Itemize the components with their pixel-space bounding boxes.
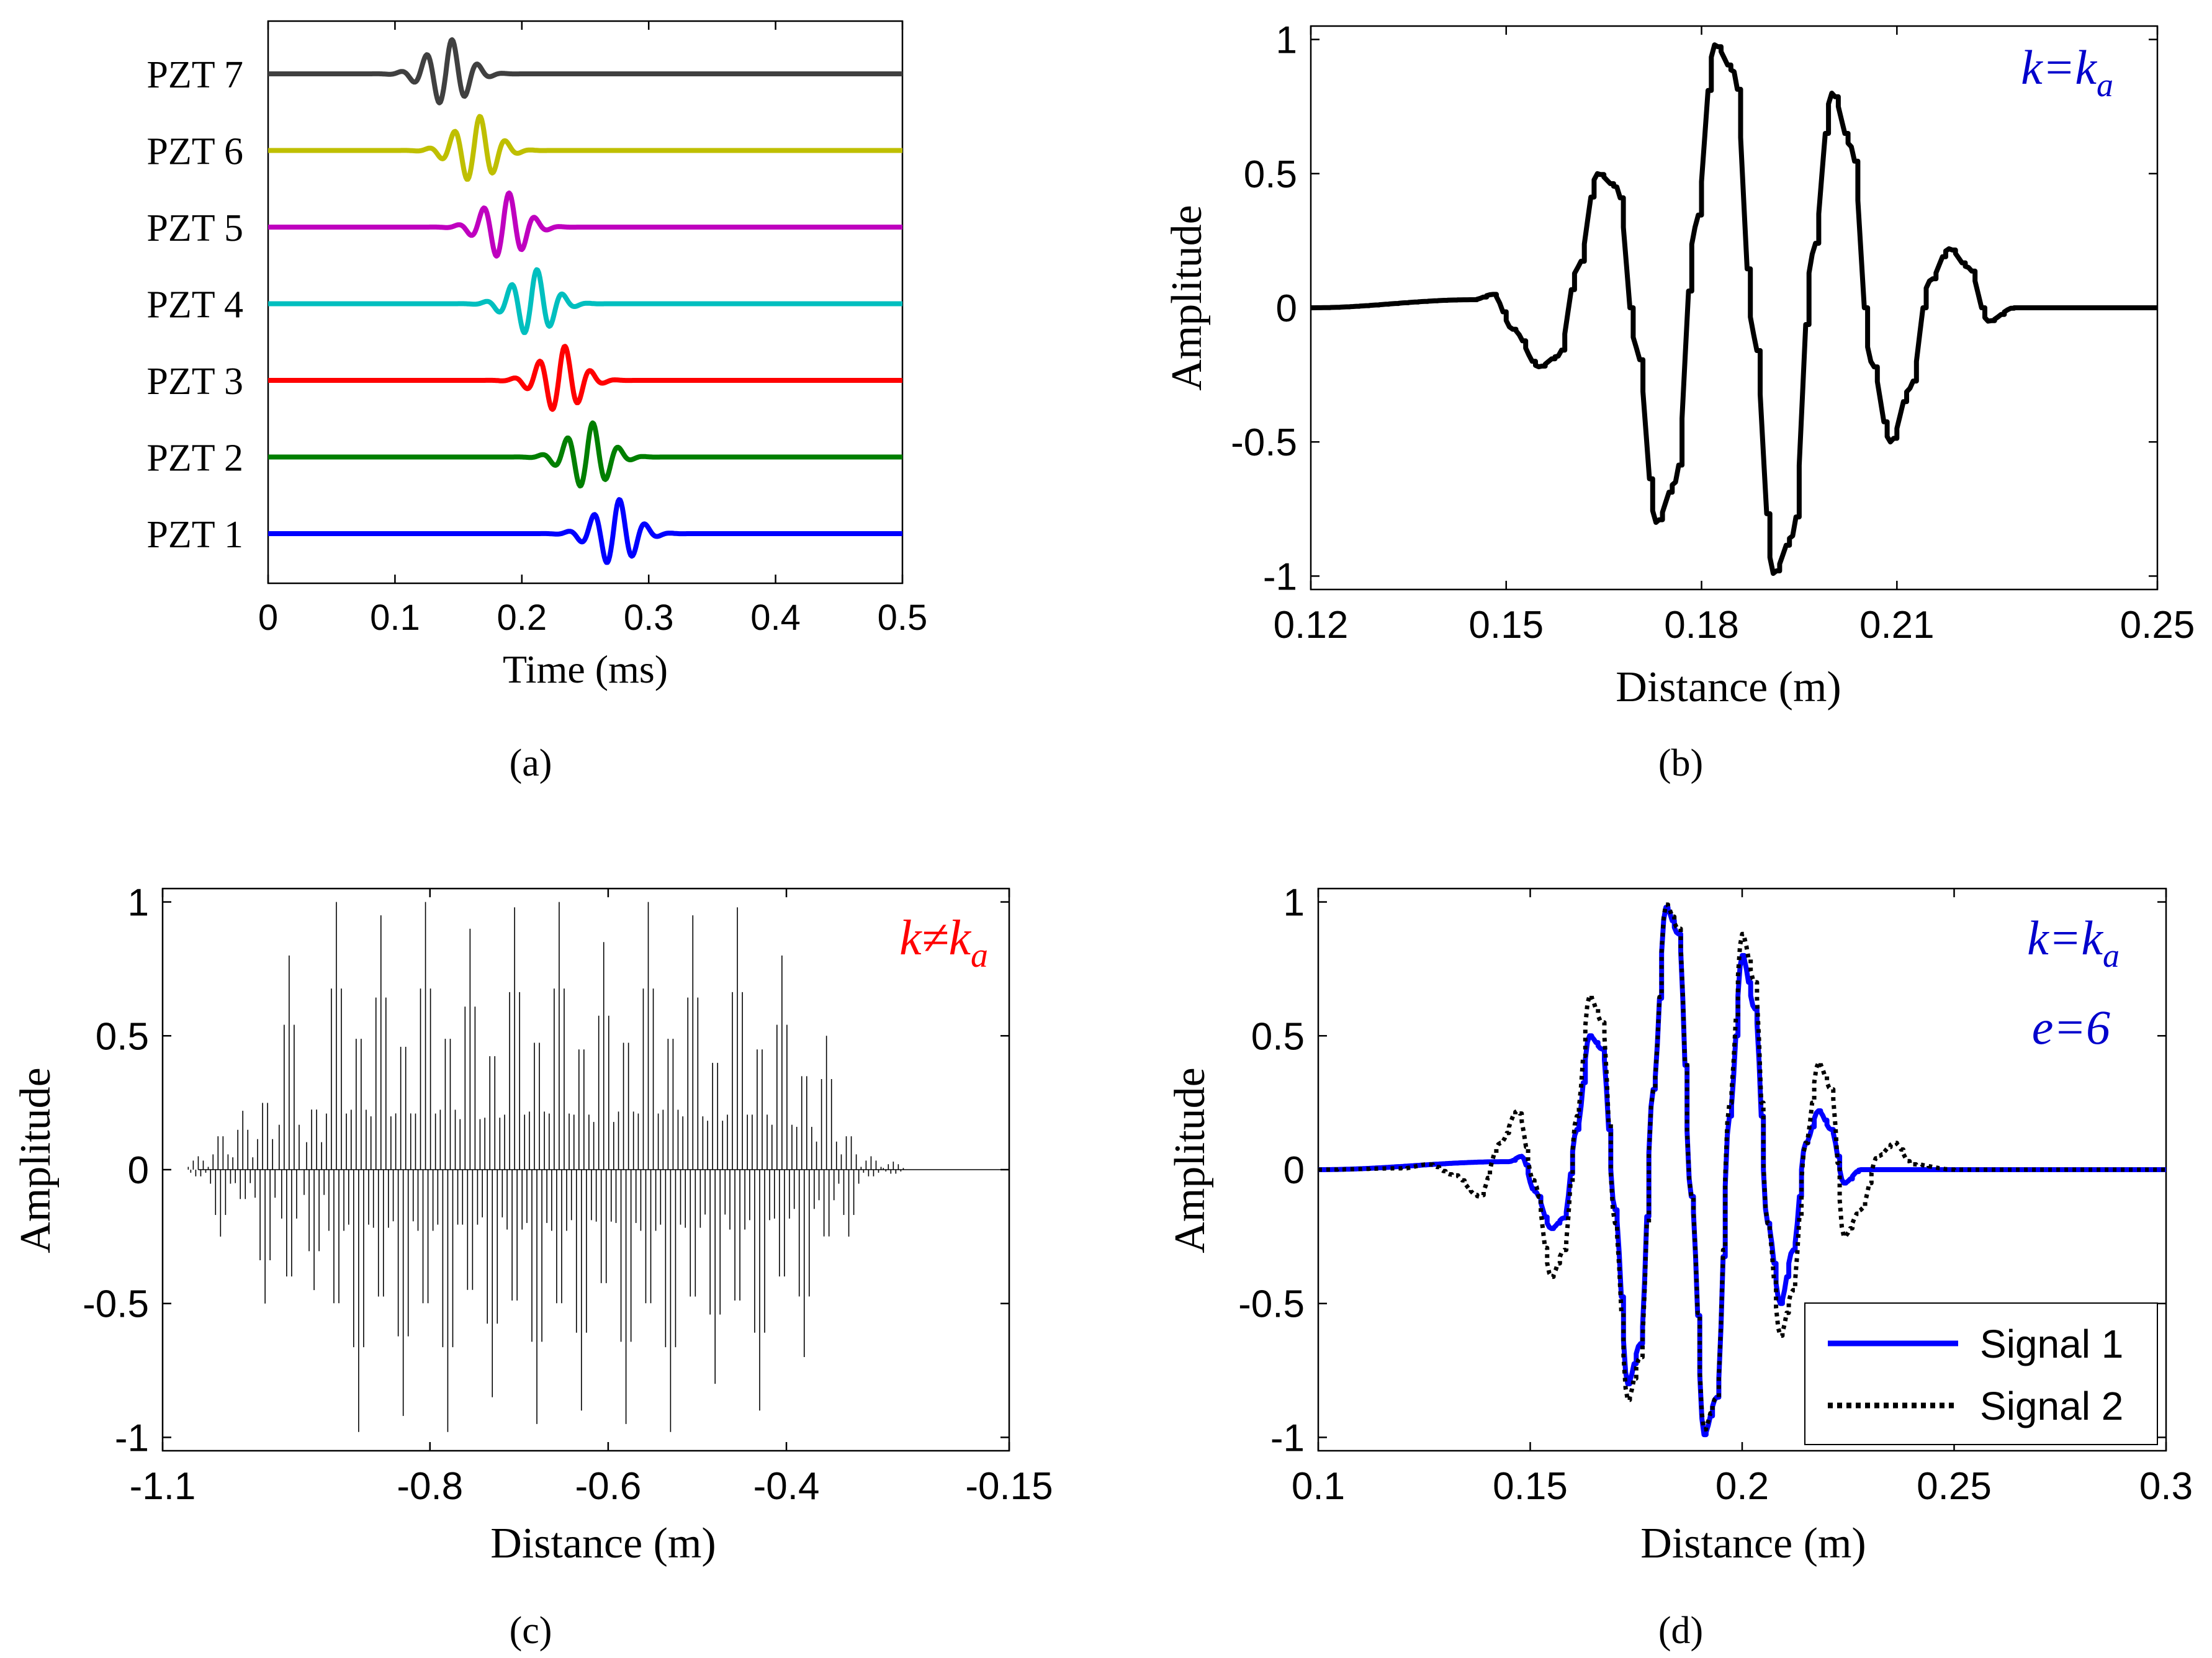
panel-c-x-tick-label: -1.1 [130,1465,196,1508]
panel-a-series-line [266,37,904,105]
panel-d-x-ticks: 0.1 0.15 0.2 0.25 0.3 [1292,889,2193,1508]
panel-a-x-ticks: 0 0.1 0.2 0.3 0.4 0.5 [258,21,927,638]
panel-a-series-labels: PZT 7 PZT 6 PZT 5 PZT 4 PZT 3 PZT 2 PZT 1 [146,54,243,556]
panel-c-x-label: Distance (m) [490,1520,716,1567]
panel-c-caption: (c) [510,1610,552,1652]
panel-c-y-label: Amplitude [12,1067,60,1253]
panel-d-legend-box [1804,1302,2158,1445]
panel-d-x-tick-label: 0.3 [2139,1465,2193,1508]
panel-d-y-tick-label: 1 [1284,882,1305,925]
panel-b-y-label: Amplitude [1163,205,1211,390]
legend-label-signal-2: Signal 2 [1980,1384,2123,1428]
panel-d-caption: (d) [1658,1610,1703,1652]
panel-c-x-tick-label: -0.6 [575,1465,641,1508]
panel-d-series-group [1318,902,2167,1438]
panel-a-series-line [266,344,904,412]
panel-a-series-label: PZT 6 [146,131,243,173]
panel-d-y-label: Amplitude [1166,1067,1214,1253]
panel-a-x-tick-label: 0.4 [750,598,801,638]
panel-a-series-group [266,37,904,565]
panel-c-x-tick-label: -0.4 [753,1465,820,1508]
panel-d-y-tick-label: -1 [1270,1417,1305,1459]
panel-b-y-tick-label: 0.5 [1244,153,1297,196]
panel-b: 0.12 0.15 0.18 0.21 0.25 1 0.5 0 -0.5 -1 k=ka Am… [1163,19,2195,784]
panel-a-series-line [266,267,904,335]
panel-d: 0.1 0.15 0.2 0.25 0.3 1 0.5 0 -0.5 -1 k=ka e=6 S… [1166,882,2193,1652]
panel-c-y-ticks: 1 0.5 0 -0.5 -1 [83,882,1009,1459]
panel-d-y-tick-label: -0.5 [1238,1283,1305,1326]
panel-a-x-tick-label: 0.5 [878,598,928,638]
panel-b-x-tick-label: 0.12 [1274,604,1349,647]
panel-d-x-tick-label: 0.15 [1493,1465,1568,1508]
panel-b-series-line [1311,42,2157,576]
panel-c-y-tick-label: 1 [128,882,149,925]
panel-b-series-group [1311,42,2157,576]
panel-d-annotation: k=ka [2027,911,2120,974]
panel-c-series-group [187,902,1009,1432]
panel-a-x-tick-label: 0.3 [624,598,674,638]
panel-c-y-tick-label: -1 [115,1417,149,1459]
panel-a-series-label: PZT 7 [146,54,243,96]
panel-b-x-tick-label: 0.15 [1468,604,1544,647]
panel-a-x-tick-label: 0.2 [497,598,547,638]
panel-a-series-line [266,190,904,259]
panel-d-x-tick-label: 0.2 [1715,1465,1769,1508]
panel-d-x-tick-label: 0.1 [1292,1465,1345,1508]
panel-b-caption: (b) [1658,742,1703,784]
panel-b-y-ticks: 1 0.5 0 -0.5 -1 [1231,19,2157,598]
panel-d-y-tick-label: 0.5 [1251,1015,1305,1058]
panel-a-x-label: Time (ms) [503,647,668,691]
panel-b-y-tick-label: -0.5 [1231,421,1297,464]
legend-label-signal-1: Signal 1 [1980,1322,2123,1366]
panel-a-series-label: PZT 5 [146,207,243,249]
panel-b-x-tick-label: 0.25 [2120,604,2195,647]
panel-d-legend: Signal 1 Signal 2 [1804,1302,2158,1445]
panel-b-x-ticks: 0.12 0.15 0.18 0.21 0.25 [1274,26,2195,647]
panel-d-series-line [1318,902,2167,1432]
panel-b-y-tick-label: -1 [1263,555,1297,598]
panel-c-y-tick-label: 0.5 [96,1015,149,1058]
panel-d-y-tick-label: 0 [1284,1149,1305,1192]
panel-a-series-label: PZT 4 [146,284,243,326]
panel-a: PZT 7 PZT 6 PZT 5 PZT 4 PZT 3 PZT 2 PZT 1 0 0.1… [146,20,927,784]
panel-a-caption: (a) [510,742,552,784]
panel-a-series-line [266,497,904,565]
panel-d-x-tick-label: 0.25 [1917,1465,1992,1508]
panel-d-series-line [1318,905,2167,1438]
panel-c-annotation: k≠ka [899,911,988,975]
panel-d-annotation-e: e=6 [2032,1000,2110,1054]
panel-c-y-tick-label: -0.5 [83,1283,149,1326]
panel-d-y-ticks: 1 0.5 0 -0.5 -1 [1238,882,2166,1459]
panel-c: -1.1 -0.8 -0.6 -0.4 -0.15 1 0.5 0 -0.5 -1 k≠ka A… [12,882,1053,1652]
panel-a-series-line [266,114,904,182]
panel-c-x-tick-label: -0.8 [397,1465,463,1508]
panel-c-y-tick-label: 0 [128,1149,149,1192]
panel-c-x-ticks: -1.1 -0.8 -0.6 -0.4 -0.15 [130,889,1053,1508]
panel-b-x-label: Distance (m) [1616,663,1841,711]
panel-a-series-label: PZT 1 [146,514,243,556]
panel-b-x-tick-label: 0.18 [1664,604,1739,647]
panel-b-y-tick-label: 0 [1276,287,1297,330]
panel-a-series-label: PZT 3 [146,361,243,403]
panel-a-series-line [266,420,904,489]
panel-b-y-tick-label: 1 [1276,19,1297,62]
panel-b-x-tick-label: 0.21 [1859,604,1935,647]
panel-b-annotation: k=ka [2021,40,2113,104]
panel-a-x-tick-label: 0 [258,598,278,638]
panel-a-x-tick-label: 0.1 [370,598,420,638]
panel-d-x-label: Distance (m) [1640,1520,1866,1567]
panel-a-series-label: PZT 2 [146,437,243,480]
panel-c-x-tick-label: -0.15 [965,1465,1053,1508]
